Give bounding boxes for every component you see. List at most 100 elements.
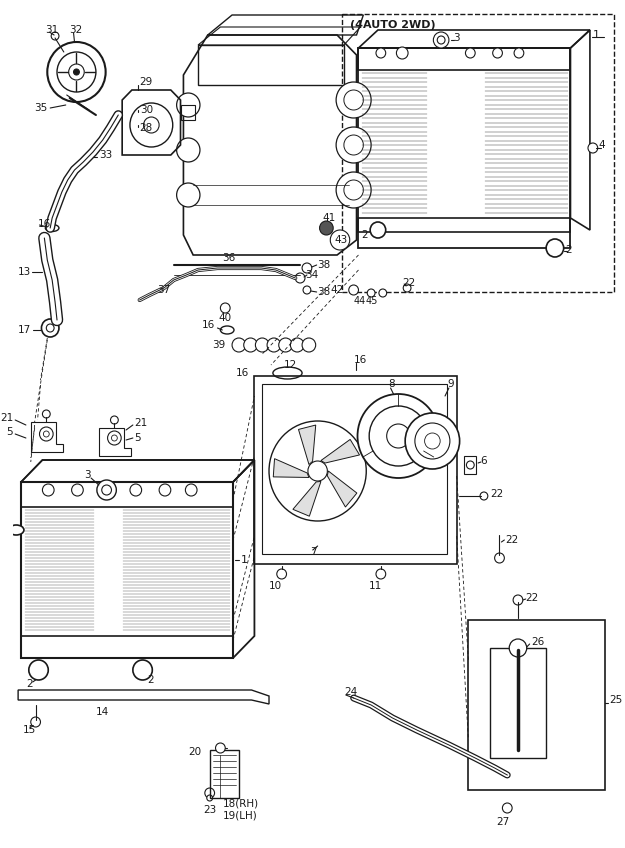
Circle shape — [48, 42, 106, 102]
Circle shape — [48, 264, 52, 269]
Circle shape — [405, 413, 459, 469]
Text: 15: 15 — [23, 725, 36, 735]
Text: 21: 21 — [134, 418, 147, 428]
Circle shape — [415, 423, 450, 459]
Circle shape — [344, 135, 363, 155]
Circle shape — [514, 48, 524, 58]
Circle shape — [480, 492, 488, 500]
Circle shape — [50, 280, 55, 284]
Text: 41: 41 — [322, 213, 336, 223]
Circle shape — [256, 338, 269, 352]
Circle shape — [295, 273, 305, 283]
Circle shape — [244, 338, 258, 352]
Circle shape — [107, 431, 121, 445]
Circle shape — [42, 410, 50, 418]
Text: 10: 10 — [269, 581, 282, 591]
Text: 16: 16 — [354, 355, 367, 365]
Bar — [359, 48, 571, 248]
Circle shape — [349, 285, 359, 295]
Text: 37: 37 — [157, 285, 171, 295]
Circle shape — [330, 230, 350, 250]
Text: 2: 2 — [566, 245, 572, 255]
Bar — [21, 636, 233, 658]
Text: 39: 39 — [212, 340, 225, 350]
Circle shape — [369, 406, 428, 466]
Circle shape — [41, 319, 59, 337]
Circle shape — [159, 484, 171, 496]
Text: 16: 16 — [236, 368, 249, 378]
Circle shape — [29, 660, 48, 680]
Polygon shape — [328, 471, 357, 507]
Circle shape — [319, 221, 333, 235]
Circle shape — [51, 32, 59, 40]
Circle shape — [403, 284, 411, 292]
Circle shape — [130, 484, 142, 496]
Text: 16: 16 — [202, 320, 216, 330]
Circle shape — [177, 138, 200, 162]
Circle shape — [379, 289, 387, 297]
Circle shape — [344, 90, 363, 110]
Circle shape — [97, 480, 116, 500]
Circle shape — [74, 69, 79, 75]
Text: 42: 42 — [331, 285, 344, 295]
Circle shape — [509, 639, 527, 657]
Text: 30: 30 — [139, 105, 152, 115]
Text: 35: 35 — [34, 103, 48, 113]
Circle shape — [39, 427, 53, 441]
Circle shape — [344, 180, 363, 200]
Bar — [359, 218, 571, 232]
Circle shape — [424, 433, 440, 449]
Text: 33: 33 — [99, 150, 112, 160]
Text: 16: 16 — [38, 219, 51, 229]
Text: 24: 24 — [344, 687, 357, 697]
Circle shape — [357, 394, 439, 478]
Circle shape — [494, 553, 504, 563]
Circle shape — [433, 32, 449, 48]
Circle shape — [49, 271, 54, 276]
Text: 26: 26 — [532, 637, 545, 647]
Circle shape — [368, 289, 375, 297]
Text: 29: 29 — [139, 77, 153, 87]
Text: 14: 14 — [96, 707, 109, 717]
Circle shape — [43, 431, 49, 437]
Bar — [262, 384, 447, 554]
Circle shape — [72, 484, 83, 496]
Circle shape — [57, 52, 96, 92]
Text: 17: 17 — [18, 325, 31, 335]
Text: 43: 43 — [334, 235, 348, 245]
Polygon shape — [299, 425, 316, 465]
Circle shape — [52, 287, 56, 293]
Text: 34: 34 — [305, 270, 318, 280]
Text: 1: 1 — [593, 30, 600, 40]
Circle shape — [31, 717, 41, 727]
Text: 6: 6 — [480, 456, 487, 466]
Bar — [21, 482, 233, 658]
Text: 3: 3 — [84, 470, 91, 480]
Text: 8: 8 — [389, 379, 395, 389]
Circle shape — [46, 324, 54, 332]
Circle shape — [492, 48, 502, 58]
Circle shape — [102, 485, 111, 495]
Polygon shape — [321, 439, 359, 463]
Text: 40: 40 — [219, 313, 232, 323]
Circle shape — [133, 660, 152, 680]
Text: 32: 32 — [69, 25, 83, 35]
Ellipse shape — [46, 225, 59, 232]
Text: 23: 23 — [203, 805, 216, 815]
Bar — [342, 14, 614, 292]
Text: 22: 22 — [525, 593, 538, 603]
Text: 5: 5 — [7, 427, 13, 437]
Polygon shape — [273, 459, 309, 477]
Circle shape — [177, 93, 200, 117]
Text: 38: 38 — [317, 260, 330, 270]
Circle shape — [144, 117, 159, 133]
Circle shape — [336, 127, 371, 163]
Circle shape — [466, 48, 475, 58]
Circle shape — [216, 743, 225, 753]
Text: 38: 38 — [317, 287, 330, 297]
Text: 3: 3 — [452, 33, 459, 43]
Text: 22: 22 — [506, 535, 519, 545]
Bar — [464, 456, 476, 474]
Text: 36: 36 — [222, 253, 236, 263]
Circle shape — [291, 338, 304, 352]
